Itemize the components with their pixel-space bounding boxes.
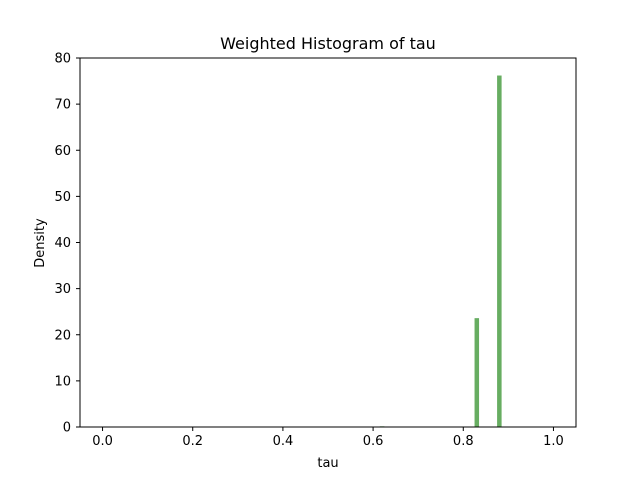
y-tick-label: 10 (54, 374, 71, 389)
x-tick-label: 0.2 (182, 434, 203, 449)
x-tick-label: 0.8 (453, 434, 474, 449)
y-axis: 0 10 20 30 40 50 60 70 80 (54, 52, 80, 436)
chart-title: Weighted Histogram of tau (220, 34, 436, 53)
x-tick-label: 0.0 (92, 434, 113, 449)
bars-group (379, 75, 502, 427)
x-tick-label: 0.4 (273, 434, 294, 449)
y-tick-label: 0 (63, 421, 71, 436)
y-tick-label: 80 (54, 52, 71, 67)
y-tick-label: 60 (54, 144, 71, 159)
y-tick-label: 40 (54, 236, 71, 251)
y-tick-label: 20 (54, 328, 71, 343)
x-tick-label: 1.0 (543, 434, 564, 449)
y-tick-label: 50 (54, 190, 71, 205)
y-tick-label: 70 (54, 98, 71, 113)
y-tick-label: 30 (54, 282, 71, 297)
histogram-bar-1 (474, 318, 480, 427)
histogram-bar-2 (497, 75, 502, 427)
y-axis-label: Density (33, 218, 48, 268)
x-tick-label: 0.6 (363, 434, 384, 449)
x-axis: 0.0 0.2 0.4 0.6 0.8 1.0 (92, 427, 564, 449)
x-axis-label: tau (317, 456, 338, 471)
